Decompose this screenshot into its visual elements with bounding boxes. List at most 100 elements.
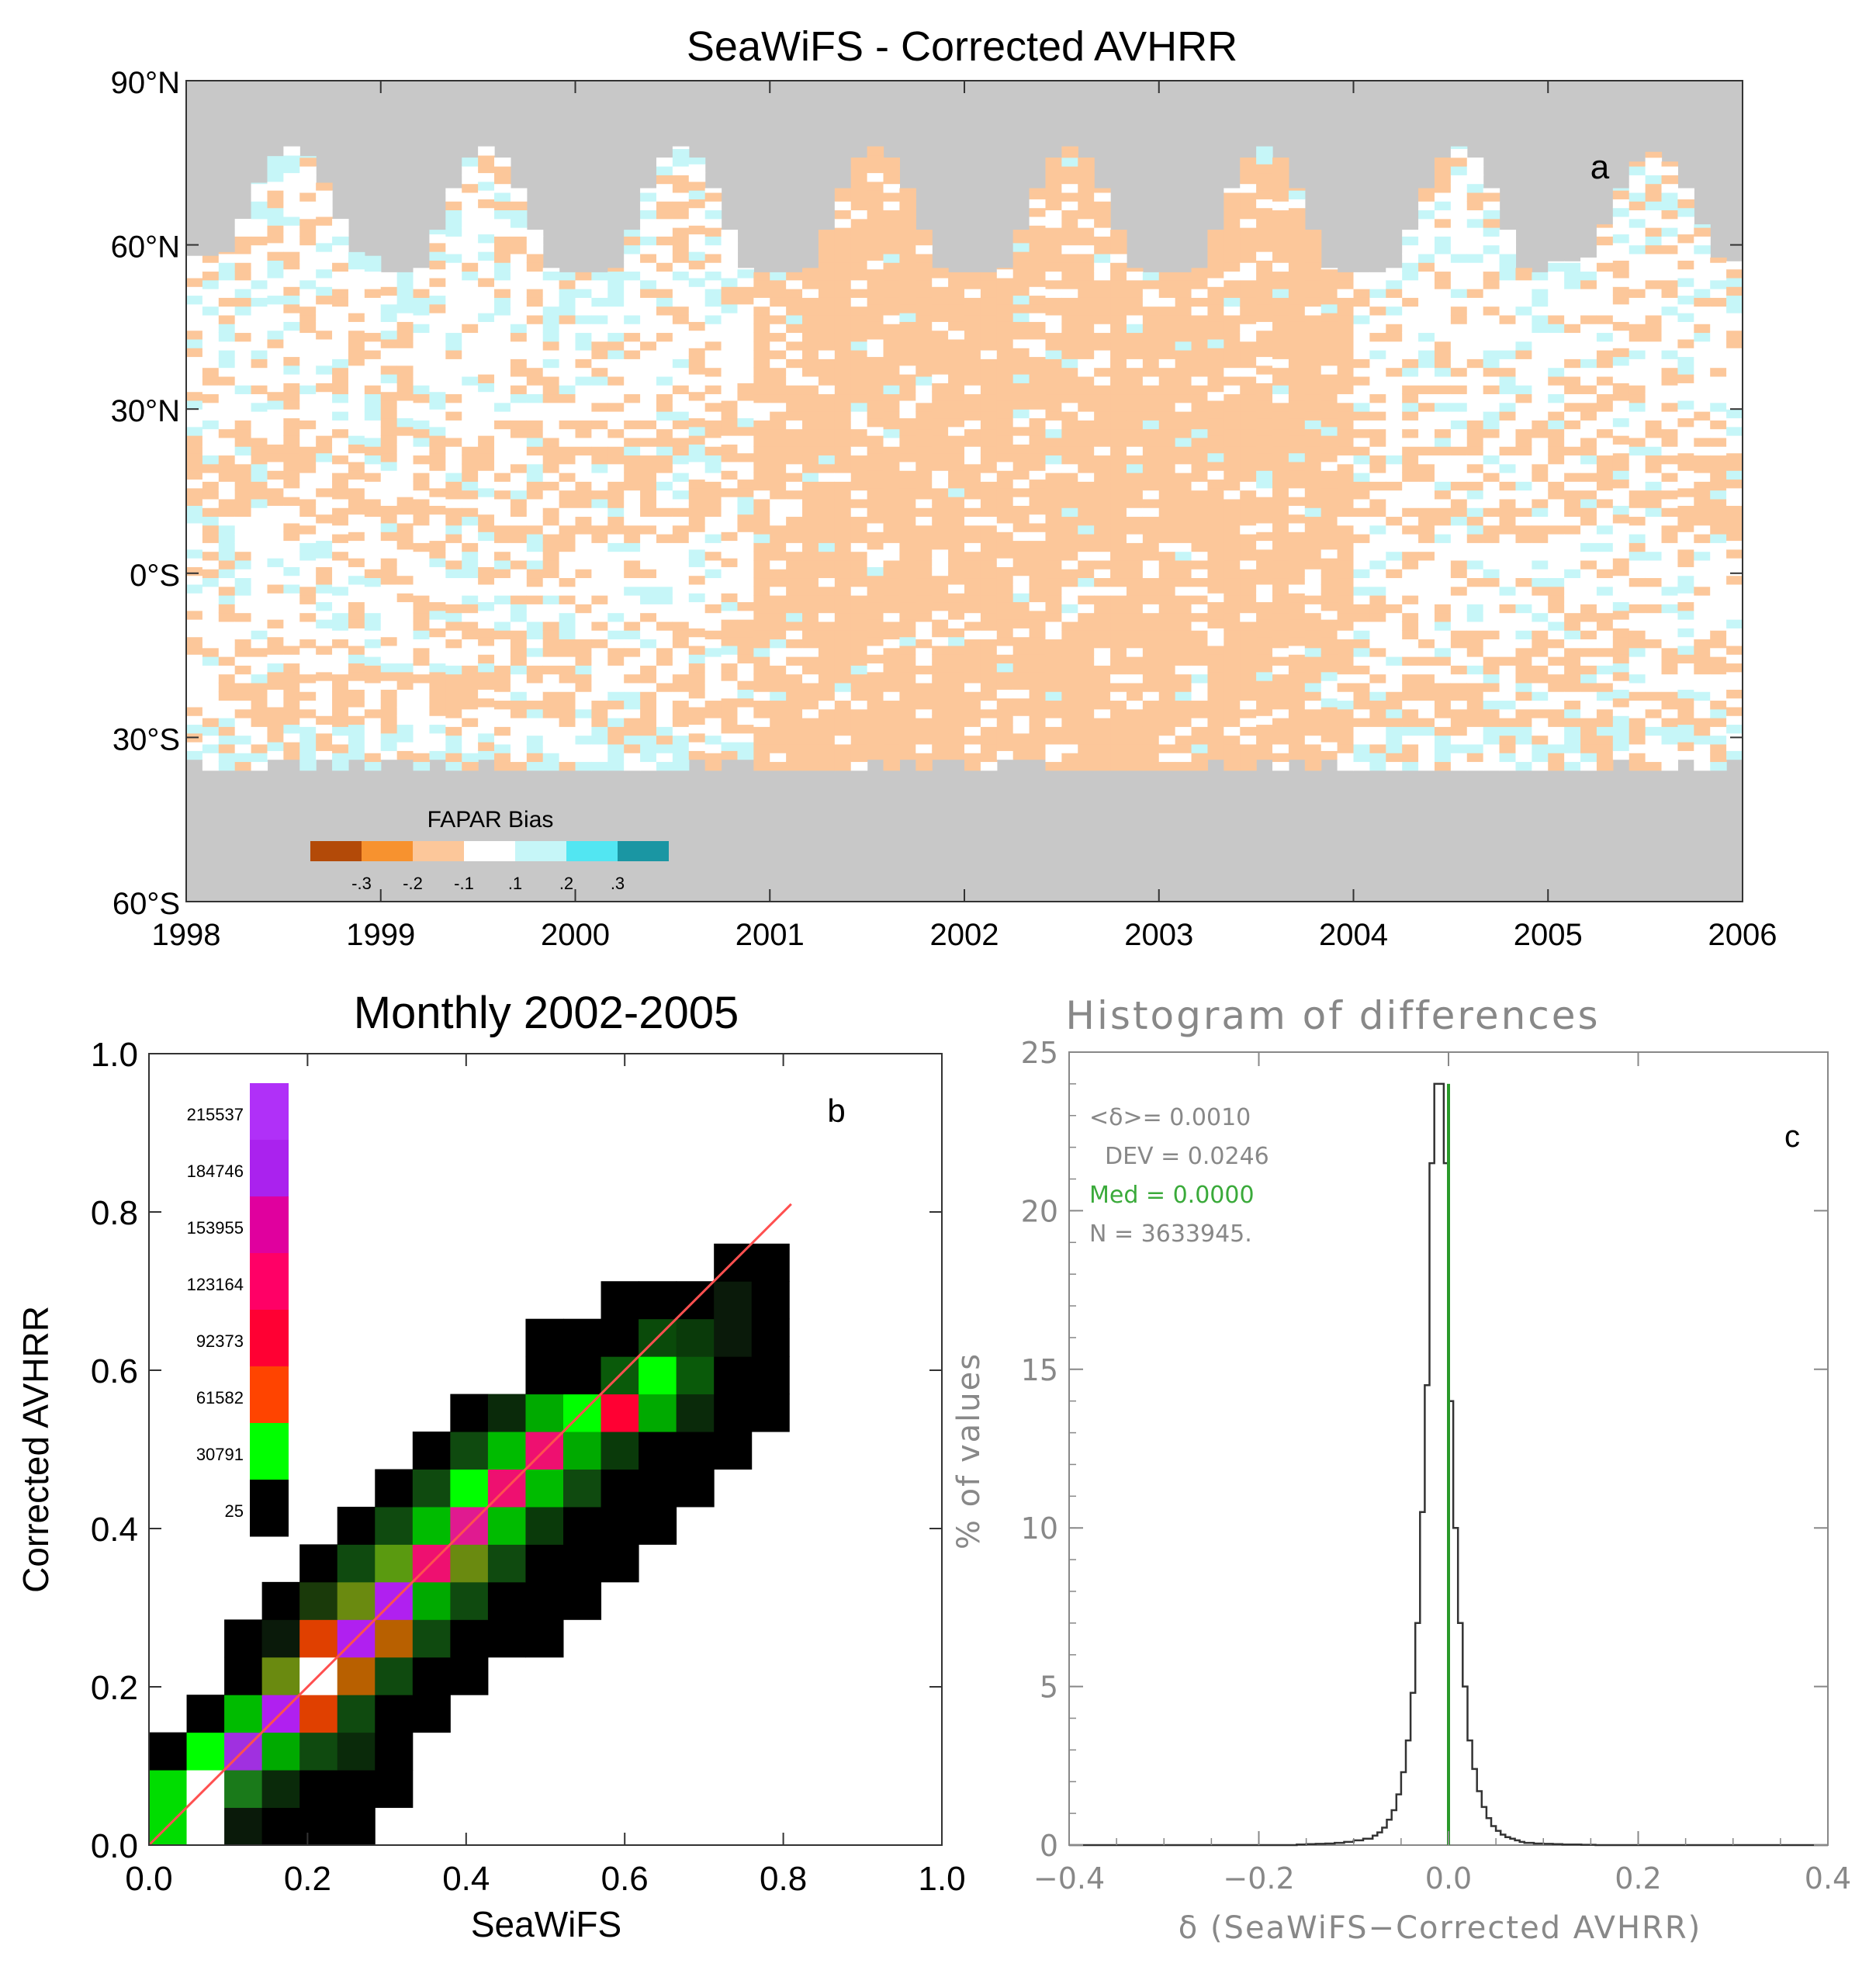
- bias-cell: [932, 268, 949, 279]
- bias-cell: [1304, 735, 1322, 745]
- bias-cell: [1029, 540, 1047, 550]
- bias-cell: [1142, 437, 1160, 447]
- bias-cell: [1386, 630, 1403, 640]
- bias-cell: [624, 647, 641, 657]
- bias-cell: [1158, 272, 1176, 281]
- bias-cell: [1158, 411, 1176, 421]
- bias-cell: [429, 732, 446, 743]
- bias-cell: [1029, 470, 1047, 480]
- bias-cell: [267, 715, 284, 725]
- bias-cell: [1450, 586, 1468, 596]
- bias-cell: [494, 665, 511, 675]
- bias-cell: [916, 324, 933, 334]
- bias-cell: [234, 621, 252, 631]
- bias-cell: [380, 689, 398, 699]
- bias-cell: [1288, 619, 1306, 628]
- bias-cell: [429, 715, 446, 725]
- bias-cell: [332, 577, 349, 587]
- bias-cell: [1142, 446, 1160, 456]
- bias-cell: [1402, 507, 1419, 518]
- bias-cell: [1272, 314, 1289, 324]
- bias-cell: [186, 295, 203, 305]
- bias-cell: [1256, 303, 1273, 313]
- bias-cell: [932, 654, 949, 664]
- bias-cell: [1207, 689, 1224, 699]
- bias-cell: [1061, 367, 1078, 377]
- bias-cell: [916, 761, 933, 771]
- bias-cell: [1418, 306, 1435, 316]
- bias-cell: [802, 516, 819, 526]
- bias-cell: [834, 753, 852, 763]
- bias-cell: [964, 376, 981, 386]
- bias-cell: [1418, 463, 1435, 473]
- bias-cell: [267, 216, 284, 226]
- bias-cell: [283, 724, 300, 734]
- bias-cell: [1126, 297, 1144, 307]
- bias-cell: [916, 376, 933, 386]
- bias-cell: [348, 365, 365, 375]
- bias-cell: [932, 470, 949, 480]
- bias-cell: [510, 236, 528, 246]
- bias-cell: [916, 577, 933, 587]
- bias-cell: [542, 647, 560, 657]
- bias-cell: [186, 391, 203, 401]
- bias-cell: [364, 446, 382, 456]
- bias-cell: [688, 190, 706, 199]
- bias-cell: [1061, 253, 1078, 263]
- bias-cell: [850, 551, 868, 561]
- bias-cell: [413, 289, 431, 298]
- bias-cell: [1142, 463, 1160, 473]
- bias-cell: [283, 531, 300, 542]
- bias-cell: [251, 350, 268, 359]
- bias-cell: [818, 498, 836, 508]
- bias-cell: [267, 409, 284, 419]
- bias-cell: [1369, 297, 1386, 307]
- bias-cell: [850, 192, 868, 202]
- bias-cell: [283, 575, 300, 585]
- bias-cell: [1207, 452, 1224, 462]
- bias-cell: [316, 689, 333, 699]
- bias-cell: [688, 531, 706, 542]
- bias-cell: [916, 473, 933, 482]
- bias-cell: [786, 735, 803, 745]
- bias-cell: [1256, 663, 1273, 673]
- bias-cell: [267, 601, 284, 611]
- bias-cell: [1288, 426, 1306, 436]
- bias-cell: [380, 409, 398, 419]
- bias-cell: [396, 715, 414, 725]
- bias-cell: [1272, 236, 1289, 246]
- bias-cell: [429, 558, 446, 567]
- bias-cell: [575, 551, 592, 561]
- bias-cell: [1126, 268, 1144, 272]
- bias-cell: [948, 303, 965, 313]
- bias-cell: [786, 612, 803, 622]
- bias-cell: [445, 332, 462, 342]
- bias-cell: [218, 639, 236, 649]
- bias-cell: [624, 700, 641, 710]
- bias-cell: [899, 190, 916, 199]
- bias-cell: [640, 244, 657, 254]
- bias-cell: [510, 332, 528, 342]
- bias-cell: [429, 391, 446, 401]
- bias-cell: [429, 242, 446, 252]
- bias-cell: [559, 726, 576, 736]
- bias-cell: [1369, 743, 1386, 753]
- bias-cell: [445, 314, 462, 324]
- bias-cell: [802, 630, 819, 640]
- bias-cell: [1288, 479, 1306, 489]
- bias-cell: [688, 619, 706, 628]
- bias-cell: [607, 682, 625, 692]
- bias-cell: [202, 376, 220, 386]
- bias-cell: [980, 481, 998, 491]
- bias-cell: [1418, 192, 1435, 202]
- bias-cell: [1175, 324, 1192, 334]
- bias-cell: [462, 192, 479, 202]
- bias-cell: [1353, 612, 1370, 622]
- bias-cell: [478, 715, 495, 725]
- bias-cell: [445, 656, 462, 666]
- bias-cell: [251, 411, 268, 421]
- bias-cell: [964, 446, 981, 456]
- bias-cell: [624, 743, 641, 753]
- bias-cell: [1126, 682, 1144, 692]
- bias-cell: [899, 444, 916, 454]
